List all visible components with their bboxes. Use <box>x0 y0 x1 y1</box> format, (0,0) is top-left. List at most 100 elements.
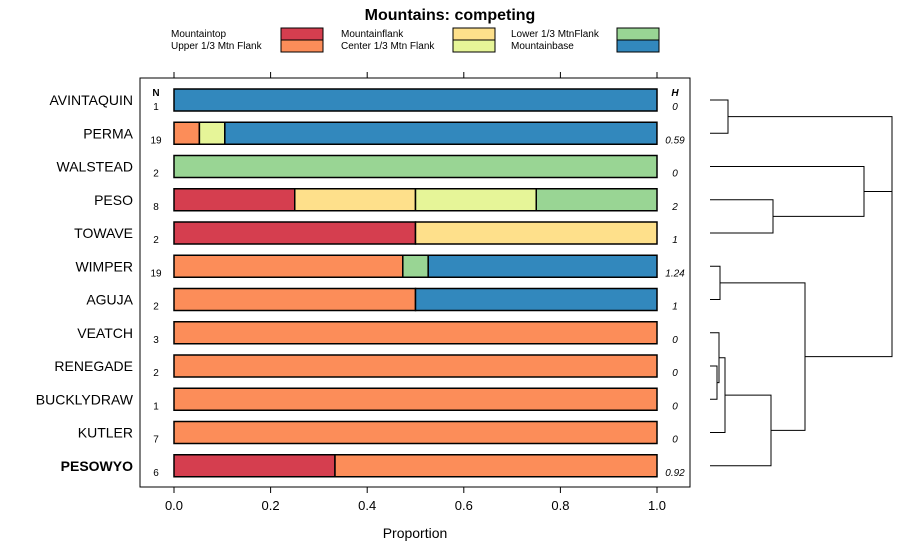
category-label: BUCKLYDRAW <box>36 391 134 407</box>
h-value: 0.59 <box>665 135 685 146</box>
legend-swatch <box>452 39 496 53</box>
n-value: 3 <box>153 335 159 346</box>
category-label: RENEGADE <box>54 358 133 374</box>
bar-row: PESOWYO 6 0.92 <box>61 454 685 479</box>
bar-row: TOWAVE 2 1 <box>74 221 678 246</box>
dendrogram-branch <box>720 282 806 431</box>
dendrogram <box>710 99 893 467</box>
bar-segment <box>173 121 201 145</box>
bar-row: AVINTAQUIN 1 0 <box>50 88 678 113</box>
h-value: 2 <box>671 202 678 213</box>
x-tick-label: 0.8 <box>551 498 569 513</box>
n-value: 19 <box>150 268 162 279</box>
legend-label: Upper 1/3 Mtn Flank <box>171 41 263 52</box>
dendrogram-branch <box>710 332 720 384</box>
x-tick-label: 0.6 <box>455 498 473 513</box>
n-value: 7 <box>153 435 159 446</box>
dendrogram-branch <box>710 199 774 234</box>
n-value: 2 <box>153 169 159 180</box>
n-value: 8 <box>153 202 159 213</box>
legend-swatch <box>452 27 496 41</box>
category-label: PESOWYO <box>61 458 133 474</box>
bar-row: PESO 8 2 <box>94 188 678 213</box>
bar-row: KUTLER 7 0 <box>78 420 678 446</box>
n-value: 19 <box>150 135 162 146</box>
category-label: WALSTEAD <box>57 159 134 175</box>
legend-label: Lower 1/3 MtnFlank <box>511 29 600 40</box>
h-value: 1 <box>672 302 678 313</box>
bar-row: BUCKLYDRAW 1 0 <box>36 387 678 412</box>
bar-row: RENEGADE 2 0 <box>54 354 678 379</box>
dendrogram-branch <box>710 99 729 134</box>
legend-swatch <box>280 39 324 53</box>
bar-segment <box>402 254 429 278</box>
bar-segment <box>173 221 417 245</box>
h-value: 0 <box>672 102 678 113</box>
category-label: WIMPER <box>75 258 133 274</box>
legend-swatch <box>616 39 660 53</box>
bar-segment <box>173 254 404 278</box>
h-value: 0 <box>672 335 678 346</box>
legend-label: Mountaintop <box>171 29 226 40</box>
category-label: PERMA <box>83 125 133 141</box>
h-value: 0 <box>672 401 678 412</box>
dendrogram-branch <box>805 154 893 358</box>
dendrogram-branch <box>710 265 721 300</box>
n-value: 2 <box>153 368 159 379</box>
bar-segment <box>173 88 658 112</box>
bar-segment <box>198 121 226 145</box>
bar-segment <box>224 121 658 145</box>
h-value: 0.92 <box>665 468 685 479</box>
bar-segment <box>535 188 658 212</box>
category-label: AGUJA <box>86 292 133 308</box>
bar-row: WIMPER 19 1.24 <box>75 254 685 279</box>
h-value: 1 <box>672 235 678 246</box>
legend-label: Mountainflank <box>341 29 404 40</box>
dendrogram-branch <box>710 394 772 467</box>
bar-segment <box>173 154 658 179</box>
h-value: 1.24 <box>665 268 685 279</box>
h-header: H <box>671 88 679 99</box>
n-value: 1 <box>153 401 159 412</box>
bar-segment <box>173 420 658 445</box>
bar-segment <box>173 354 658 378</box>
legend-swatch <box>616 27 660 41</box>
bar-row: PERMA 19 0.59 <box>83 121 685 146</box>
h-value: 0 <box>672 435 678 446</box>
bar-segment <box>173 188 296 212</box>
n-header: N <box>152 88 159 99</box>
category-label: KUTLER <box>78 425 133 441</box>
n-value: 2 <box>153 235 159 246</box>
bar-segment <box>414 287 658 312</box>
x-tick-label: 0.2 <box>262 498 280 513</box>
n-value: 2 <box>153 302 159 313</box>
bar-segment <box>414 221 658 245</box>
bar-segment <box>173 321 658 345</box>
x-tick-label: 0.4 <box>358 498 376 513</box>
legend-label: Mountainbase <box>511 41 574 52</box>
bar-segment <box>173 454 336 478</box>
chart-title: Mountains: competing <box>365 7 536 24</box>
legend-swatch <box>280 27 324 41</box>
category-label: TOWAVE <box>74 225 133 241</box>
category-label: VEATCH <box>77 325 133 341</box>
n-value: 1 <box>153 102 159 113</box>
bar-segment <box>173 387 658 411</box>
category-label: AVINTAQUIN <box>50 92 134 108</box>
bar-row: VEATCH 3 0 <box>77 321 678 346</box>
bar-segment <box>427 254 658 278</box>
legend-label: Center 1/3 Mtn Flank <box>341 41 435 52</box>
x-axis: 0.0 0.2 0.4 0.6 0.8 1.0 <box>165 72 666 513</box>
category-label: PESO <box>94 192 133 208</box>
bar-segment <box>334 454 658 478</box>
x-axis-label: Proportion <box>383 525 448 541</box>
dendrogram-branch <box>710 365 718 400</box>
bar-segment <box>173 287 417 312</box>
x-tick-label: 1.0 <box>648 498 666 513</box>
dendrogram-branch <box>710 166 865 217</box>
bar-segment <box>294 188 417 212</box>
h-value: 0 <box>672 368 678 379</box>
